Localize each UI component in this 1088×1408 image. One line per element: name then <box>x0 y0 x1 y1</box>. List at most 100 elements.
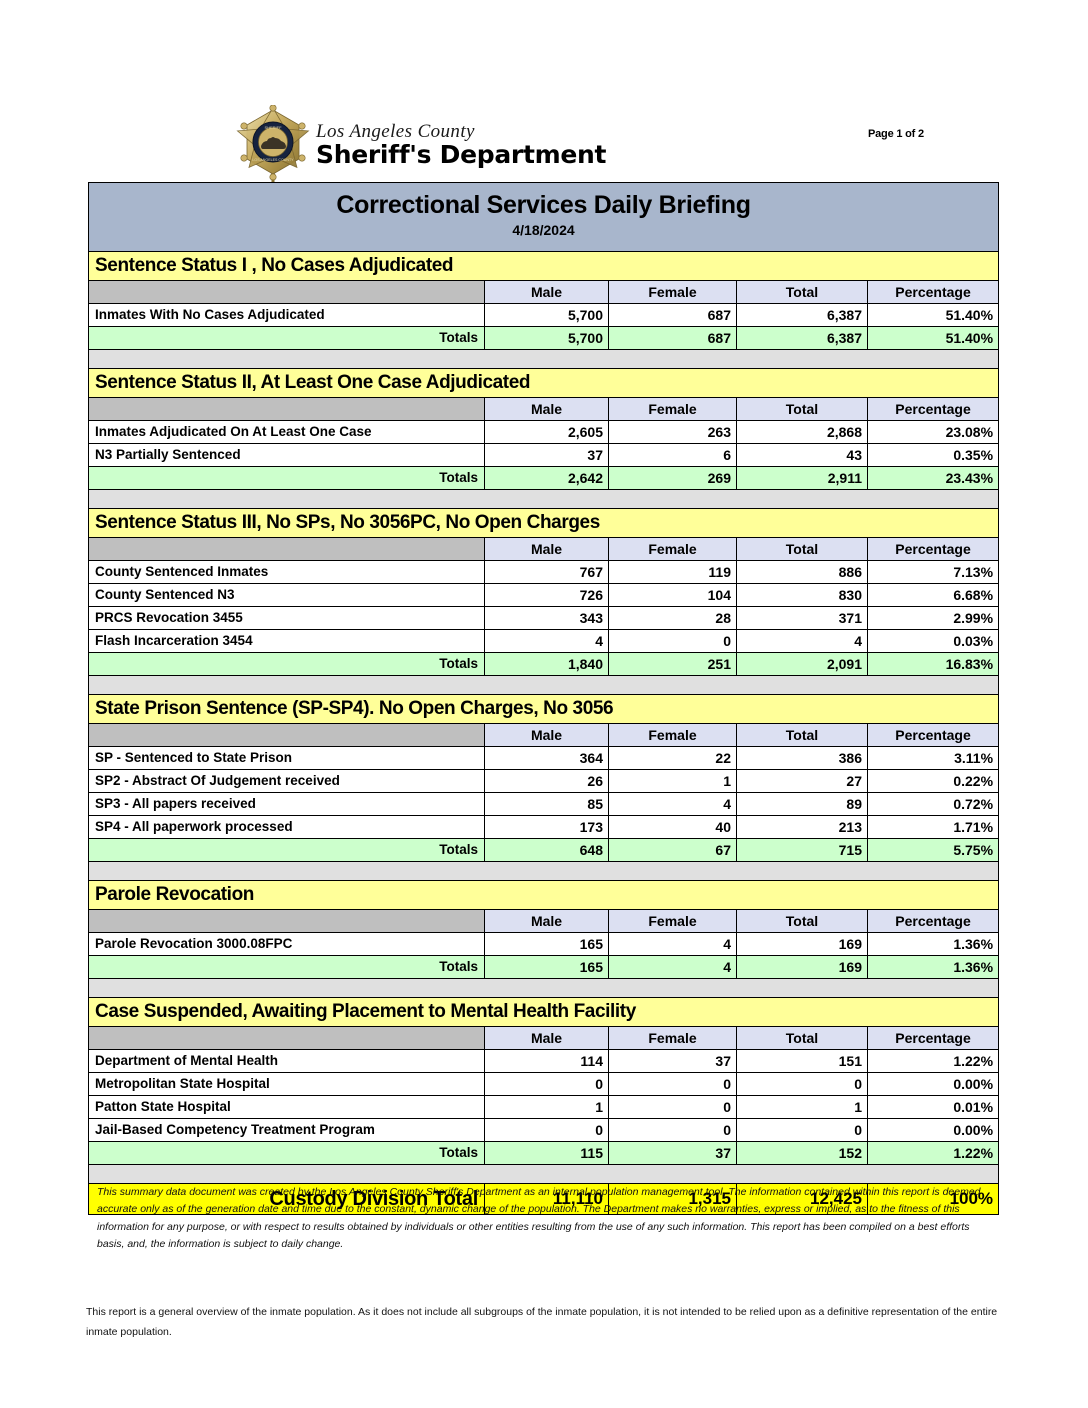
table-row: Inmates Adjudicated On At Least One Case… <box>88 420 1000 444</box>
row-female: 1 <box>608 769 737 793</box>
column-header-row: Male Female Total Percentage <box>88 909 1000 933</box>
row-percentage: 6.68% <box>866 583 1000 607</box>
row-percentage: 1.71% <box>866 815 1000 839</box>
totals-percentage: 51.40% <box>866 326 1000 350</box>
report-title: Correctional Services Daily Briefing <box>336 191 751 219</box>
table-row: PRCS Revocation 3455 343 28 371 2.99% <box>88 606 1000 630</box>
row-label: Flash Incarceration 3454 <box>88 629 485 653</box>
row-label: N3 Partially Sentenced <box>88 443 485 467</box>
totals-male: 2,642 <box>484 466 609 490</box>
totals-female: 251 <box>608 652 737 676</box>
row-female: 0 <box>608 1118 737 1142</box>
section-heading: Sentence Status III, No SPs, No 3056PC, … <box>87 508 1000 538</box>
column-header-female: Female <box>608 280 737 304</box>
column-header-female: Female <box>608 909 737 933</box>
row-label: Metropolitan State Hospital <box>88 1072 485 1096</box>
column-header-row: Male Female Total Percentage <box>88 280 1000 304</box>
table-row: Flash Incarceration 3454 4 0 4 0.03% <box>88 629 1000 653</box>
table-row: Jail-Based Competency Treatment Program 0… <box>88 1118 1000 1142</box>
report-date: 4/18/2024 <box>512 222 575 238</box>
totals-label: Totals <box>88 466 485 490</box>
row-percentage: 1.36% <box>866 932 1000 956</box>
row-percentage: 3.11% <box>866 746 1000 770</box>
totals-percentage: 5.75% <box>866 838 1000 862</box>
section-heading-row: State Prison Sentence (SP-SP4). No Open … <box>87 694 1000 724</box>
spacer-cell <box>87 861 1000 881</box>
column-header-percentage: Percentage <box>866 280 1000 304</box>
section-heading-row: Parole Revocation <box>87 880 1000 910</box>
table-row: SP - Sentenced to State Prison 364 22 386 3.… <box>88 746 1000 770</box>
totals-male: 115 <box>484 1141 609 1165</box>
row-female: 104 <box>608 583 737 607</box>
row-total: 2,868 <box>736 420 868 444</box>
row-female: 28 <box>608 606 737 630</box>
totals-total: 715 <box>736 838 868 862</box>
totals-male: 1,840 <box>484 652 609 676</box>
row-total: 386 <box>736 746 868 770</box>
row-label: Inmates With No Cases Adjudicated <box>88 303 485 327</box>
row-percentage: 0.00% <box>866 1118 1000 1142</box>
totals-female: 4 <box>608 955 737 979</box>
column-header-total: Total <box>736 723 868 747</box>
table-row: Inmates With No Cases Adjudicated 5,700 68… <box>88 303 1000 327</box>
spacer-cell <box>87 1164 1000 1184</box>
sheriff-star-badge-icon: SHERIFF LOS ANGELES COUNTY <box>236 105 310 183</box>
section-heading: State Prison Sentence (SP-SP4). No Open … <box>87 694 1000 724</box>
row-female: 22 <box>608 746 737 770</box>
row-male: 726 <box>484 583 609 607</box>
row-percentage: 0.35% <box>866 443 1000 467</box>
row-label: SP2 - Abstract Of Judgement received <box>88 769 485 793</box>
totals-label: Totals <box>88 1141 485 1165</box>
totals-row: Totals 2,642 269 2,911 23.43% <box>88 466 1000 490</box>
column-header-male: Male <box>484 280 609 304</box>
column-header-male: Male <box>484 723 609 747</box>
table-row: Patton State Hospital 1 0 1 0.01% <box>88 1095 1000 1119</box>
totals-percentage: 23.43% <box>866 466 1000 490</box>
agency-name-department: Sheriff's Department <box>316 139 607 169</box>
row-total: 371 <box>736 606 868 630</box>
row-male: 364 <box>484 746 609 770</box>
row-female: 40 <box>608 815 737 839</box>
row-label: Department of Mental Health <box>88 1049 485 1073</box>
row-male: 165 <box>484 932 609 956</box>
section-spacer <box>87 861 1000 881</box>
table-row: SP4 - All paperwork processed 173 40 213 1.7… <box>88 815 1000 839</box>
column-header-row: Male Female Total Percentage <box>88 1026 1000 1050</box>
column-header-blank <box>88 537 485 561</box>
row-female: 0 <box>608 1072 737 1096</box>
row-male: 4 <box>484 629 609 653</box>
column-header-percentage: Percentage <box>866 397 1000 421</box>
row-percentage: 1.22% <box>866 1049 1000 1073</box>
row-total: 0 <box>736 1118 868 1142</box>
column-header-male: Male <box>484 909 609 933</box>
totals-female: 687 <box>608 326 737 350</box>
row-total: 4 <box>736 629 868 653</box>
column-header-percentage: Percentage <box>866 537 1000 561</box>
agency-name-county: Los Angeles County <box>316 120 475 142</box>
row-male: 0 <box>484 1118 609 1142</box>
row-total: 830 <box>736 583 868 607</box>
column-header-row: Male Female Total Percentage <box>88 397 1000 421</box>
row-total: 43 <box>736 443 868 467</box>
table-row: County Sentenced Inmates 767 119 886 7.13% <box>88 560 1000 584</box>
row-total: 213 <box>736 815 868 839</box>
column-header-percentage: Percentage <box>866 1026 1000 1050</box>
row-male: 0 <box>484 1072 609 1096</box>
row-percentage: 0.72% <box>866 792 1000 816</box>
row-total: 1 <box>736 1095 868 1119</box>
grand-total-total: 12,425 <box>736 1183 868 1215</box>
column-header-male: Male <box>484 397 609 421</box>
row-label: Inmates Adjudicated On At Least One Case <box>88 420 485 444</box>
section-spacer <box>87 675 1000 695</box>
column-header-female: Female <box>608 1026 737 1050</box>
row-label: SP4 - All paperwork processed <box>88 815 485 839</box>
totals-row: Totals 5,700 687 6,387 51.40% <box>88 326 1000 350</box>
column-header-female: Female <box>608 397 737 421</box>
section-heading-row: Sentence Status I , No Cases Adjudicated <box>87 251 1000 281</box>
totals-percentage: 1.36% <box>866 955 1000 979</box>
row-total: 27 <box>736 769 868 793</box>
row-percentage: 2.99% <box>866 606 1000 630</box>
totals-female: 37 <box>608 1141 737 1165</box>
report-title-cell: Correctional Services Daily Briefing 4/18… <box>87 182 1000 252</box>
agency-logo: SHERIFF LOS ANGELES COUNTY Los Angeles C… <box>236 105 606 183</box>
